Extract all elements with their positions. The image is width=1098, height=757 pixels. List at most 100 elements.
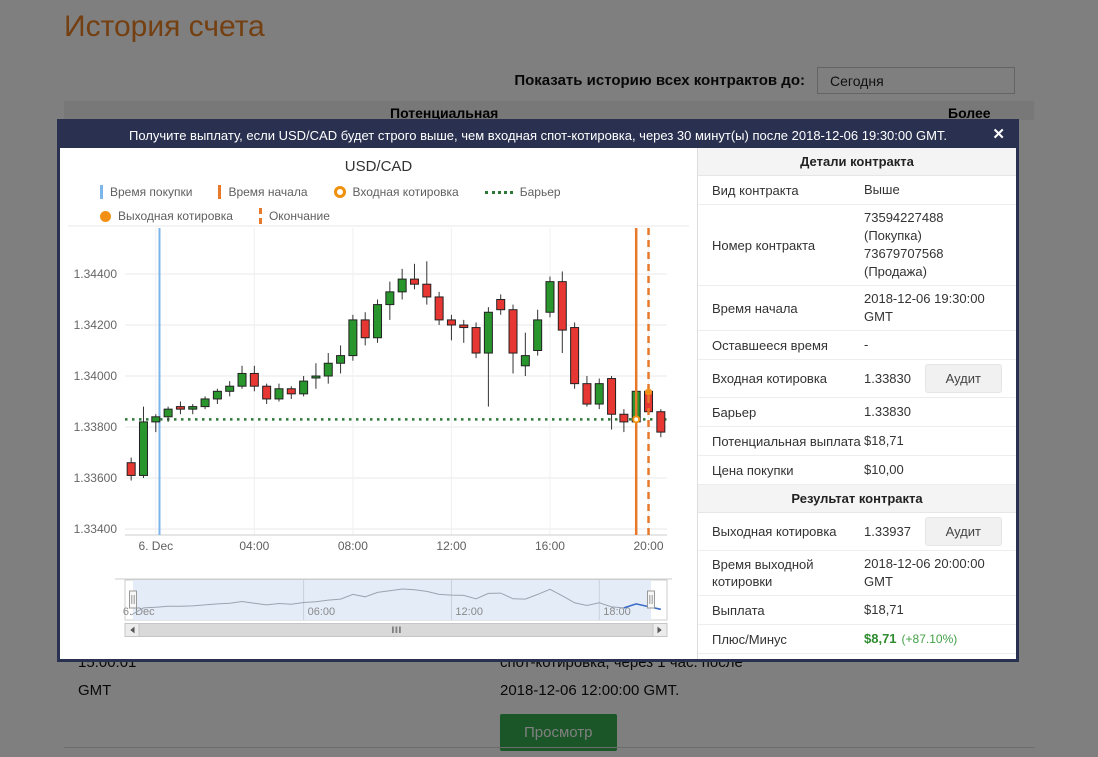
handle-grip	[647, 590, 655, 609]
legend-item: Время покупки	[100, 185, 192, 199]
scrollbar-left-arrow-icon	[130, 626, 135, 634]
detail-row: Время выходной котировки 2018-12-06 20:00…	[698, 551, 1016, 596]
detail-value: 73594227488 (Покупка) 73679707568 (Продаж…	[864, 210, 944, 279]
modal-header: Получите выплату, если USD/CAD будет стр…	[60, 122, 1016, 148]
detail-value: $8,71 (+87.10%)	[864, 631, 958, 646]
candle	[151, 414, 161, 433]
navigator-sparkline	[130, 588, 661, 616]
candle	[520, 332, 530, 376]
detail-label: Оставшееся время	[712, 337, 828, 353]
candle-body	[138, 421, 148, 476]
detail-value: 2018-12-06 19:30:00 GMT	[864, 291, 985, 324]
detail-label: Выплата	[712, 602, 765, 618]
x-axis-label: 20:00	[634, 539, 664, 553]
x-axis-label: 04:00	[239, 539, 269, 553]
candle	[163, 406, 173, 422]
detail-value: Выше	[864, 182, 900, 197]
scrollbar-right-arrow-icon	[657, 626, 662, 634]
legend-label: Время покупки	[110, 185, 193, 199]
candle-body	[151, 416, 161, 423]
candle	[545, 276, 555, 318]
candle-body	[200, 398, 210, 408]
navigator-handle-left[interactable]	[129, 590, 137, 609]
detail-row: Выплата $18,71	[698, 596, 1016, 625]
x-axis-label: 12:00	[436, 539, 466, 553]
candle	[200, 396, 210, 410]
candle-body	[323, 362, 333, 377]
candle-body	[582, 383, 592, 405]
detail-value: $10,00	[864, 462, 904, 477]
legend-label: Выходная котировка	[118, 209, 233, 223]
audit-button[interactable]: Аудит	[924, 364, 1002, 393]
candle-body	[311, 375, 321, 379]
x-axis: 6. Dec 04:00 08:00 12:00 16:00 20:00	[125, 228, 667, 553]
candle-body	[274, 388, 284, 400]
navigator-label: 06:00	[308, 606, 336, 618]
candle-body	[483, 311, 493, 354]
detail-label: Время начала	[712, 300, 798, 316]
contract-details-panel: Детали контракта Вид контракта Выше Номер к…	[697, 148, 1016, 659]
detail-row: Барьер 1.33830	[698, 398, 1016, 427]
modal-body: USD/CAD Время покупки Время начала Входная…	[60, 148, 1016, 659]
candle-body	[409, 278, 419, 285]
dot-orange-icon	[100, 210, 111, 222]
candle	[594, 378, 604, 410]
candle-body	[607, 378, 617, 415]
candle-body	[249, 372, 259, 387]
audit-button[interactable]: Аудит	[924, 517, 1002, 546]
candle	[446, 314, 456, 341]
candle-body	[299, 380, 309, 395]
candle	[138, 406, 148, 478]
entry-spot-marker	[632, 415, 641, 424]
candle	[607, 376, 617, 430]
candle	[262, 383, 272, 405]
x-axis-label: 08:00	[338, 539, 368, 553]
y-axis-label: 1.33400	[74, 522, 118, 536]
candle	[434, 291, 444, 325]
detail-row: Цена покупки $10,00	[698, 456, 1016, 485]
candle-body	[656, 411, 666, 433]
detail-label: Номер контракта	[712, 237, 816, 253]
x-axis-label: 16:00	[535, 539, 565, 553]
candle	[533, 309, 543, 356]
candle	[619, 409, 629, 433]
detail-value: 2018-12-06 20:00:00 GMT	[864, 556, 985, 589]
candle	[225, 381, 235, 397]
navigator-handle-right[interactable]	[647, 590, 655, 609]
vline-orange-icon	[218, 185, 222, 199]
candle-body	[336, 355, 346, 364]
candle-body	[373, 304, 383, 339]
chart-scrollbar[interactable]	[124, 623, 668, 637]
detail-label: Время выходной котировки	[712, 557, 814, 589]
candle	[570, 322, 580, 389]
modal-title: Получите выплату, если USD/CAD будет стр…	[128, 127, 948, 143]
candle	[175, 401, 185, 415]
detail-row: Оставшееся время -	[698, 331, 1016, 360]
chart-legend: Время покупки Время начала Входная котиров…	[100, 180, 561, 228]
contract-details-modal: Получите выплату, если USD/CAD будет стр…	[57, 119, 1019, 662]
detail-value: $18,71	[864, 433, 904, 448]
detail-label: Барьер	[712, 404, 757, 420]
chart-title: USD/CAD	[344, 158, 413, 175]
vdash-orange-icon	[258, 208, 262, 224]
detail-row: Потенциальная выплата $18,71	[698, 427, 1016, 456]
candle	[336, 345, 346, 374]
candle-body	[471, 327, 481, 354]
exit-spot-marker	[645, 388, 653, 396]
candle	[126, 457, 136, 481]
detail-row: Номер контракта 73594227488 (Покупка) 7367…	[698, 205, 1016, 286]
detail-value: $18,71	[864, 602, 904, 617]
candle-body	[557, 281, 567, 331]
candle	[249, 365, 259, 392]
detail-value: 1.33937	[864, 523, 911, 539]
x-axis-label: 6. Dec	[138, 539, 173, 553]
handle-grip	[129, 590, 137, 609]
scrollbar-grip-icon	[392, 626, 394, 633]
candle	[385, 281, 395, 320]
close-icon[interactable]: ✕	[992, 126, 1005, 143]
candle	[656, 409, 666, 438]
candle	[237, 365, 247, 389]
detail-row: Входная котировка 1.33830 Аудит	[698, 360, 1016, 398]
candle-body	[262, 385, 272, 400]
